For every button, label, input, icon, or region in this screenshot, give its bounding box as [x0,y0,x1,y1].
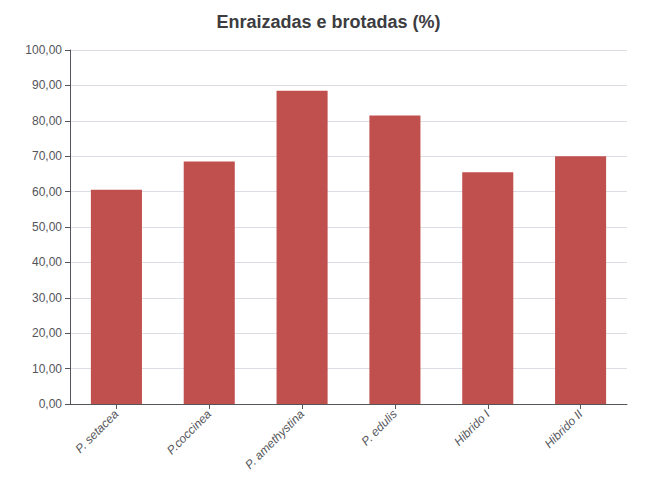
svg-text:P. amethystina: P. amethystina [242,407,307,472]
svg-text:0,00: 0,00 [39,397,63,411]
svg-text:Hibrido I: Hibrido I [451,407,493,449]
svg-text:20,00: 20,00 [32,326,62,340]
svg-text:60,00: 60,00 [32,185,62,199]
svg-text:Enraizadas e brotadas (%): Enraizadas e brotadas (%) [216,12,440,32]
svg-text:70,00: 70,00 [32,149,62,163]
svg-text:P. setacea: P. setacea [73,407,122,456]
svg-text:80,00: 80,00 [32,114,62,128]
svg-text:30,00: 30,00 [32,291,62,305]
svg-text:100,00: 100,00 [25,43,62,57]
svg-text:P.coccinea: P.coccinea [164,407,214,457]
svg-text:10,00: 10,00 [32,362,62,376]
svg-text:90,00: 90,00 [32,78,62,92]
svg-text:P. edulis: P. edulis [359,407,400,448]
svg-text:40,00: 40,00 [32,255,62,269]
svg-text:50,00: 50,00 [32,220,62,234]
svg-text:Hibrido II: Hibrido II [542,407,586,451]
